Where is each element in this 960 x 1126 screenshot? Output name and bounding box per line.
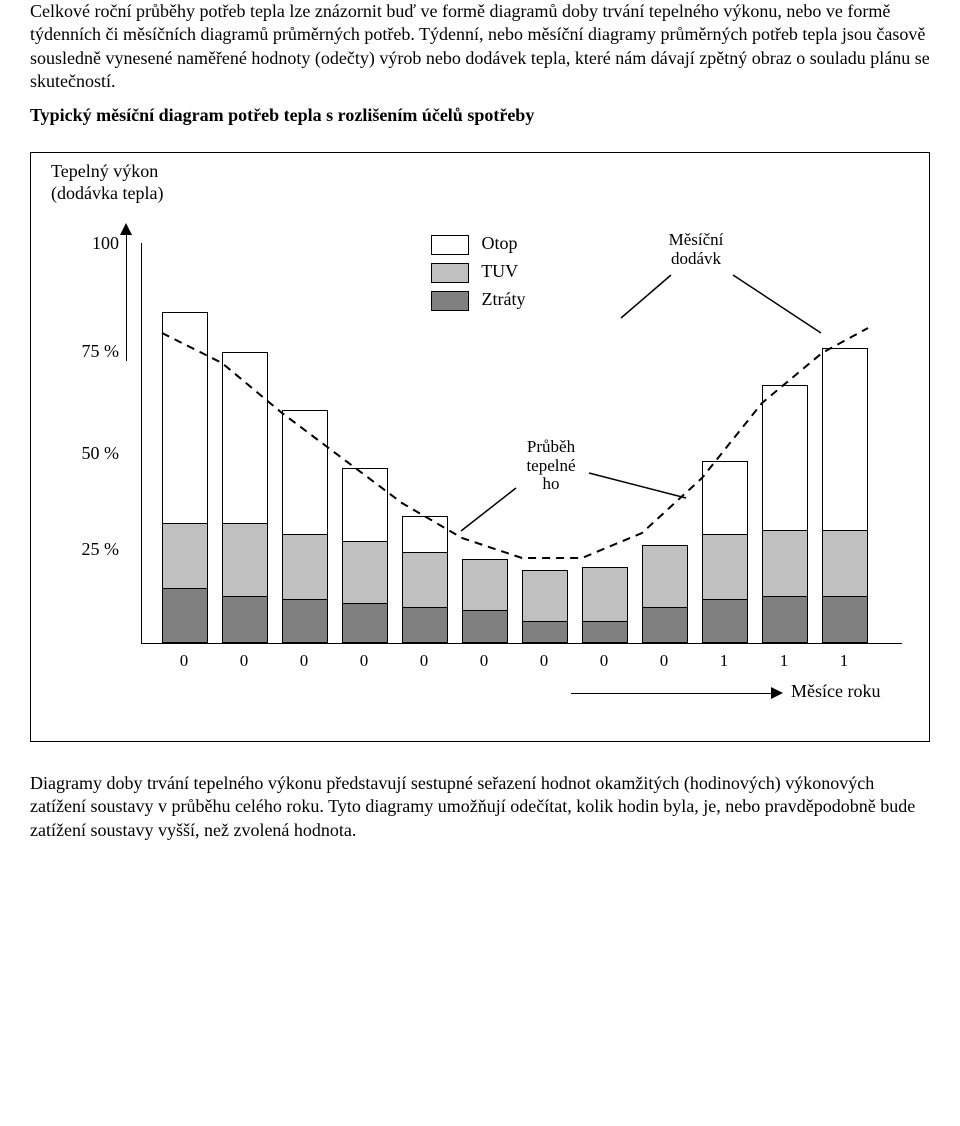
y-axis-title: Tepelný výkon (dodávka tepla) (51, 161, 163, 204)
bar-month (342, 468, 388, 643)
y-axis-arrow-head (120, 223, 132, 235)
x-tick-label: 0 (341, 651, 387, 671)
ytick-25: 25 % (59, 539, 119, 560)
chart-container: Tepelný výkon (dodávka tepla) 100 75 % 5… (30, 152, 930, 742)
x-tick-label: 0 (401, 651, 447, 671)
bar-month (402, 516, 448, 643)
chart-heading: Typický měsíční diagram potřeb tepla s r… (30, 104, 930, 127)
bar-month (822, 348, 868, 643)
x-tick-label: 0 (641, 651, 687, 671)
bar-month (642, 545, 688, 643)
bar-month (702, 461, 748, 643)
bar-month (462, 559, 508, 643)
bar-month (222, 352, 268, 643)
ytick-50: 50 % (59, 443, 119, 464)
x-tick-label: 0 (581, 651, 627, 671)
bar-month (162, 312, 208, 643)
paragraph-intro: Celkové roční průběhy potřeb tepla lze z… (30, 0, 930, 94)
paragraph-bottom: Diagramy doby trvání tepelného výkonu př… (30, 772, 930, 842)
x-axis-title: Měsíce roku (791, 681, 880, 702)
chart-plot-area (141, 243, 902, 644)
y-axis-arrow-line (126, 231, 127, 361)
bar-month (282, 410, 328, 643)
x-tick-label: 0 (281, 651, 327, 671)
x-tick-label: 0 (221, 651, 267, 671)
bar-month (762, 385, 808, 643)
x-tick-label: 0 (521, 651, 567, 671)
x-axis-labels: 000000000111 (141, 651, 901, 675)
ytick-100: 100 (59, 233, 119, 254)
x-axis-arrow-line (571, 693, 771, 694)
x-axis-arrow-head (771, 687, 783, 699)
bar-month (522, 570, 568, 643)
ytick-75: 75 % (59, 341, 119, 362)
x-tick-label: 0 (161, 651, 207, 671)
bar-month (582, 567, 628, 643)
x-tick-label: 1 (821, 651, 867, 671)
x-tick-label: 1 (701, 651, 747, 671)
x-tick-label: 0 (461, 651, 507, 671)
x-tick-label: 1 (761, 651, 807, 671)
